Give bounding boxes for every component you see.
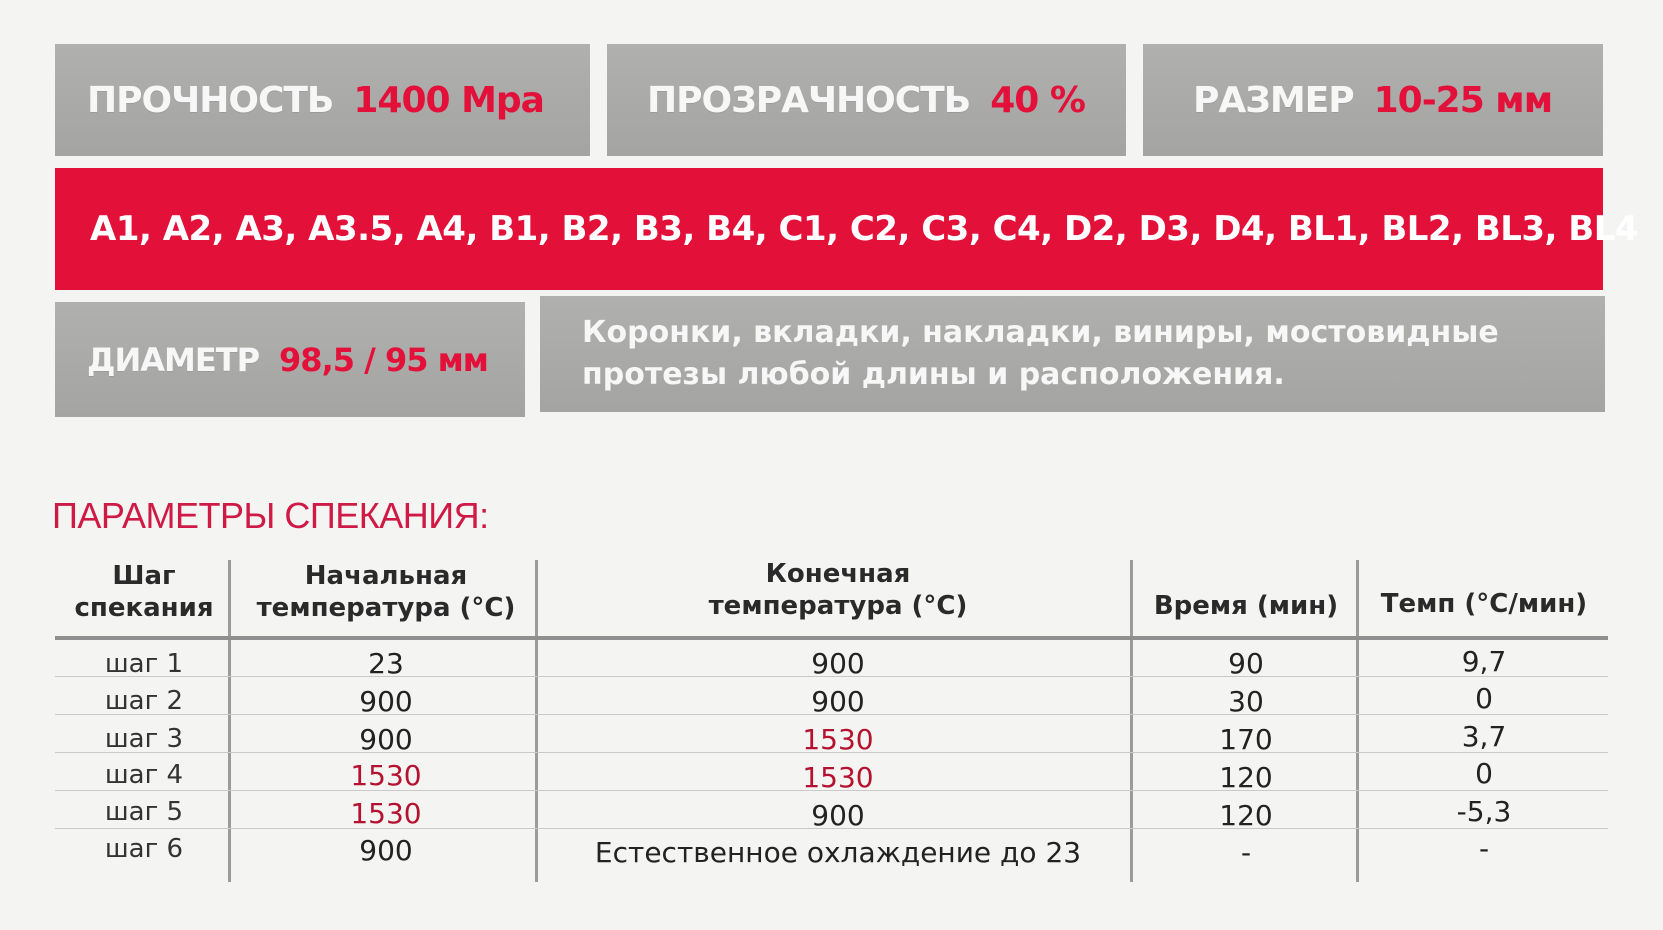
sintering-title: ПАРАМЕТРЫ СПЕКАНИЯ: bbox=[52, 495, 489, 536]
diameter-panel: ДИАМЕТР 98,5 / 95 мм bbox=[55, 302, 525, 417]
cell-time: 90 bbox=[1228, 647, 1264, 680]
header-end-line1: Конечная bbox=[765, 559, 911, 589]
header-step: Шаг спекания bbox=[60, 560, 228, 624]
cell-start: 900 bbox=[359, 723, 413, 756]
translucency-value: 40 % bbox=[990, 79, 1086, 121]
cell-time: - bbox=[1240, 836, 1252, 869]
shade-list-banner: A1, A2, A3, A3.5, A4, B1, B2, B3, B4, C1… bbox=[55, 168, 1639, 290]
column-divider bbox=[1130, 560, 1133, 882]
cell-end: 1530 bbox=[802, 761, 874, 794]
column-divider bbox=[1356, 560, 1359, 882]
shade-list: A1, A2, A3, A3.5, A4, B1, B2, B3, B4, C1… bbox=[90, 209, 1639, 249]
cell-time: 30 bbox=[1228, 685, 1264, 718]
header-time: Время (мин) bbox=[1153, 591, 1339, 621]
translucency-label: ПРОЗРАЧНОСТЬ bbox=[647, 79, 971, 121]
size-label: РАЗМЕР bbox=[1193, 79, 1355, 121]
cell-rate: 0 bbox=[1475, 757, 1493, 790]
indications-line-2: протезы любой длины и расположения. bbox=[582, 357, 1285, 392]
header-end-line2: температура (°C) bbox=[708, 591, 968, 621]
translucency-panel: ПРОЗРАЧНОСТЬ 40 % bbox=[607, 44, 1126, 156]
header-end-temp: Конечная температура (°C) bbox=[543, 558, 1133, 622]
indications-line-1: Коронки, вкладки, накладки, виниры, мост… bbox=[582, 315, 1499, 350]
strength-label: ПРОЧНОСТЬ bbox=[87, 79, 334, 121]
cell-step: шаг 1 bbox=[104, 649, 184, 679]
diameter-value: 98,5 / 95 мм bbox=[279, 340, 489, 379]
header-step-line2: спекания bbox=[74, 593, 214, 623]
header-start-line2: температура (°C) bbox=[256, 593, 516, 623]
cell-time: 120 bbox=[1219, 761, 1273, 794]
cell-rate: 0 bbox=[1475, 682, 1493, 715]
row-divider bbox=[55, 714, 1608, 715]
cell-rate: - bbox=[1478, 832, 1490, 865]
cell-step: шаг 3 bbox=[104, 724, 184, 754]
header-start-line1: Начальная bbox=[304, 561, 468, 591]
strength-panel: ПРОЧНОСТЬ 1400 Mpa bbox=[55, 44, 590, 156]
row-divider bbox=[55, 828, 1608, 829]
strength-value: 1400 Mpa bbox=[353, 79, 545, 121]
cell-rate: 9,7 bbox=[1461, 645, 1507, 678]
cell-end: 900 bbox=[811, 685, 865, 718]
cell-start: 900 bbox=[359, 834, 413, 867]
header-divider bbox=[55, 636, 1608, 640]
cell-end: 900 bbox=[811, 647, 865, 680]
cell-end: 1530 bbox=[802, 723, 874, 756]
column-divider bbox=[535, 560, 538, 882]
header-start-temp: Начальная температура (°C) bbox=[233, 560, 539, 624]
cell-rate: -5,3 bbox=[1456, 795, 1512, 828]
diameter-label: ДИАМЕТР bbox=[87, 340, 260, 379]
cell-start: 1530 bbox=[350, 759, 422, 792]
cell-step: шаг 5 bbox=[104, 797, 184, 827]
cell-end: Естественное охлаждение до 23 bbox=[594, 836, 1082, 869]
cell-start: 23 bbox=[368, 647, 404, 680]
indications-panel: Коронки, вкладки, накладки, виниры, мост… bbox=[540, 296, 1605, 412]
cell-start: 900 bbox=[359, 685, 413, 718]
cell-step: шаг 6 bbox=[104, 834, 184, 864]
cell-time: 170 bbox=[1219, 723, 1273, 756]
cell-end: 900 bbox=[811, 799, 865, 832]
cell-step: шаг 4 bbox=[104, 760, 184, 790]
cell-time: 120 bbox=[1219, 799, 1273, 832]
size-panel: РАЗМЕР 10-25 мм bbox=[1143, 44, 1603, 156]
column-divider bbox=[228, 560, 231, 882]
size-value: 10-25 мм bbox=[1373, 79, 1554, 121]
row-divider bbox=[55, 790, 1608, 791]
cell-start: 1530 bbox=[350, 797, 422, 830]
cell-rate: 3,7 bbox=[1461, 720, 1507, 753]
cell-step: шаг 2 bbox=[104, 686, 184, 716]
row-divider bbox=[55, 752, 1608, 753]
header-rate: Темп (°C/мин) bbox=[1380, 589, 1588, 619]
header-step-line1: Шаг bbox=[112, 561, 176, 591]
row-divider bbox=[55, 676, 1608, 677]
